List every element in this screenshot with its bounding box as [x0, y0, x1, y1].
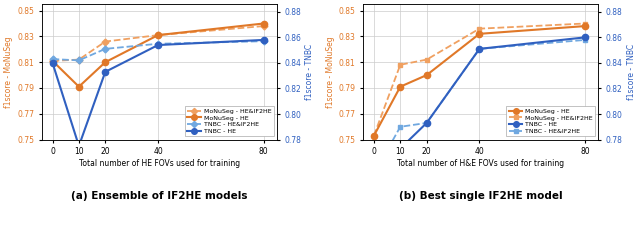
Y-axis label: f1score - MoNuSeg: f1score - MoNuSeg — [4, 36, 13, 108]
Legend: MoNuSeg - HE, MoNuSeg - HE&IF2HE, TNBC - HE, TNBC - HE&IF2HE: MoNuSeg - HE, MoNuSeg - HE&IF2HE, TNBC -… — [506, 106, 595, 136]
Y-axis label: f1score - TNBC: f1score - TNBC — [627, 44, 636, 100]
X-axis label: Total number of HE FOVs used for training: Total number of HE FOVs used for trainin… — [79, 159, 240, 168]
Y-axis label: f1score - TNBC: f1score - TNBC — [305, 44, 314, 100]
X-axis label: Total number of H&E FOVs used for training: Total number of H&E FOVs used for traini… — [397, 159, 564, 168]
Title: (b) Best single IF2HE model: (b) Best single IF2HE model — [399, 191, 563, 201]
Title: (a) Ensemble of IF2HE models: (a) Ensemble of IF2HE models — [71, 191, 248, 201]
Legend: MoNuSeg - HE&IF2HE, MoNuSeg - HE, TNBC - HE&IF2HE, TNBC - HE: MoNuSeg - HE&IF2HE, MoNuSeg - HE, TNBC -… — [185, 106, 274, 136]
Y-axis label: f1score - MoNuSeg: f1score - MoNuSeg — [326, 36, 335, 108]
